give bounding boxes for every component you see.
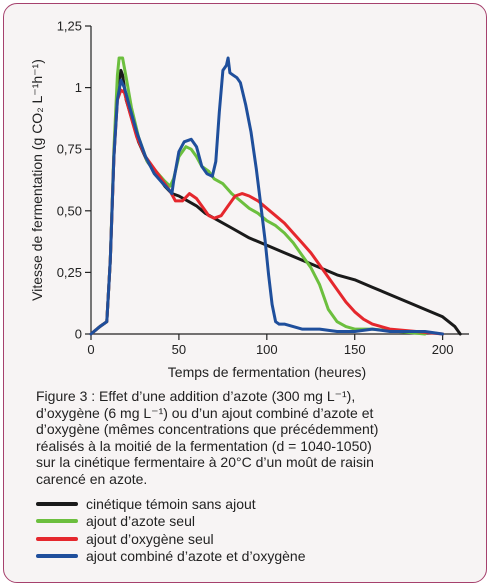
x-tick-label: 150 — [344, 342, 366, 357]
figure-caption: Figure 3 : Effet d’une addition d’azote … — [36, 388, 456, 488]
y-tick-label: 1,25 — [57, 19, 82, 34]
legend-swatch — [36, 554, 78, 559]
x-tick-label: 0 — [87, 342, 94, 357]
y-tick-label: 1 — [75, 80, 82, 95]
legend-label: ajout d’oxygène seul — [86, 530, 214, 547]
caption-line: sur la cinétique fermentaire à 20°C d’un… — [36, 454, 374, 471]
y-tick-label: 0,50 — [57, 203, 82, 218]
x-tick-label: 100 — [256, 342, 278, 357]
series-line-azote — [89, 56, 427, 336]
x-axis-label: Temps de fermentation (heures) — [168, 364, 366, 380]
caption-line: Figure 3 : Effet d’une addition d’azote … — [36, 388, 356, 404]
caption-line: carencé en azote. — [36, 470, 148, 487]
x-tick-label: 50 — [172, 342, 186, 357]
legend-item-temoin: cinétique témoin sans ajout — [36, 495, 305, 513]
chart-series — [89, 56, 462, 336]
caption-line: d’oxygène (mêmes concentrations que préc… — [36, 421, 379, 438]
series-line-temoin — [89, 68, 462, 336]
series-line-oxygene — [89, 88, 445, 336]
y-tick-label: 0 — [75, 327, 82, 342]
y-tick-label: 0,75 — [57, 142, 82, 157]
legend-label: cinétique témoin sans ajout — [86, 495, 256, 512]
chart-axes: 0 0,25 0,50 0,75 1 1,25 0 50 100 150 200 — [57, 19, 469, 357]
series-line-combine — [89, 56, 445, 336]
caption-line: réalisés à la moitié de la fermentation … — [36, 437, 372, 454]
legend-label: ajout combiné d’azote et d’oxygène — [86, 548, 306, 565]
y-tick-label: 0,25 — [57, 265, 82, 280]
x-tick-label: 200 — [432, 342, 454, 357]
chart-legend: cinétique témoin sans ajout ajout d’azot… — [36, 495, 305, 565]
legend-swatch — [36, 501, 78, 506]
legend-item-azote: ajout d’azote seul — [36, 513, 305, 531]
legend-swatch — [36, 536, 78, 541]
caption-line: d’oxygène (6 mg L⁻¹) ou d’un ajout combi… — [36, 404, 374, 421]
y-axis-label: Vitesse de fermentation (g CO₂ L⁻¹h⁻¹) — [29, 59, 45, 301]
legend-swatch — [36, 519, 78, 524]
legend-label: ajout d’azote seul — [86, 513, 195, 530]
legend-item-oxygene: ajout d’oxygène seul — [36, 530, 305, 548]
fermentation-chart: 0 0,25 0,50 0,75 1 1,25 0 50 100 150 200 Temps de … — [29, 19, 469, 380]
legend-item-combine: ajout combiné d’azote et d’oxygène — [36, 548, 305, 566]
